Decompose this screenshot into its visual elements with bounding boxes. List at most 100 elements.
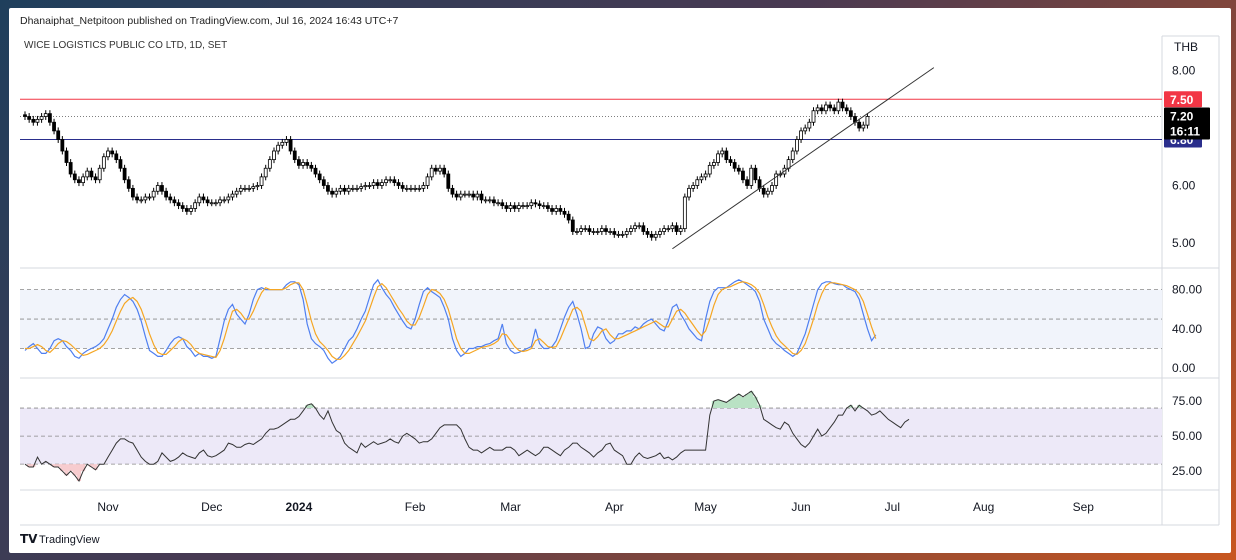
price-tick-label: 6.00: [1172, 179, 1196, 193]
candle-body: [313, 167, 318, 175]
candle-body: [230, 193, 235, 198]
candle-body: [222, 199, 227, 202]
candle-body: [645, 231, 650, 235]
candle-body: [31, 118, 36, 123]
candle-body: [691, 185, 696, 189]
candle-body: [193, 202, 198, 209]
candle-body: [284, 139, 289, 143]
candle-body: [790, 150, 795, 161]
candle-body: [392, 179, 397, 184]
candle-body: [429, 167, 434, 178]
candle-body: [85, 170, 90, 178]
candle-body: [326, 185, 330, 192]
candle-body: [546, 205, 550, 209]
candle-body: [346, 187, 351, 192]
candle-body: [288, 139, 293, 152]
candle-body: [251, 186, 256, 189]
level-badge-label-0: 7.50: [1170, 93, 1194, 107]
candle-body: [703, 173, 708, 178]
candle-body: [728, 159, 733, 163]
candle-body: [732, 162, 737, 169]
candle-body: [350, 187, 355, 190]
candle-body: [562, 210, 567, 215]
x-tick-label: Dec: [201, 500, 222, 514]
candle-body: [68, 162, 73, 175]
candle-body: [110, 150, 115, 155]
rsi-tick-label: 75.00: [1172, 394, 1202, 408]
candle-body: [280, 141, 285, 146]
candle-body: [164, 190, 169, 198]
candle-body: [736, 167, 741, 172]
candle-body: [180, 205, 185, 209]
candle-body: [811, 110, 816, 123]
x-tick-label: Sep: [1073, 500, 1095, 514]
candle-body: [687, 187, 691, 198]
candle-body: [255, 185, 260, 188]
currency-label: THB: [1174, 40, 1198, 54]
x-tick-label: May: [694, 500, 717, 514]
candle-body: [442, 167, 447, 175]
candle-body: [479, 193, 484, 201]
candle-body: [363, 185, 368, 188]
candle-body: [122, 167, 127, 181]
candle-body: [670, 225, 675, 230]
candle-body: [483, 199, 488, 202]
candle-body: [753, 167, 758, 181]
candle-body: [450, 187, 455, 195]
candle-body: [500, 202, 505, 207]
candle-body: [168, 196, 173, 201]
candle-body: [243, 187, 247, 190]
candle-body: [844, 107, 849, 112]
trendline: [672, 67, 935, 250]
candle-body: [35, 118, 40, 123]
candle-body: [541, 205, 546, 208]
candle-body: [213, 202, 218, 205]
price-tick-label: 5.00: [1172, 236, 1196, 250]
candle-body: [72, 173, 77, 181]
candle-body: [160, 185, 164, 192]
candle-body: [865, 116, 870, 126]
candle-body: [699, 176, 704, 181]
candle-body: [106, 150, 110, 158]
candle-body: [276, 144, 281, 152]
candle-body: [143, 196, 148, 201]
candle-body: [674, 225, 679, 232]
candle-body: [508, 205, 513, 209]
candle-body: [126, 179, 131, 189]
x-tick-label: Jul: [885, 500, 900, 514]
candle-body: [840, 101, 845, 109]
candle-body: [396, 182, 401, 186]
candle-body: [454, 193, 459, 198]
candle-body: [64, 150, 69, 163]
chart-card: Dhanaiphat_Netpitoon published on Tradin…: [9, 8, 1231, 553]
candle-body: [114, 153, 119, 161]
candle-body: [745, 179, 749, 186]
candle-body: [292, 150, 297, 161]
candle-body: [612, 231, 617, 235]
candle-body: [633, 225, 637, 230]
candle-body: [819, 107, 824, 112]
candle-body: [60, 139, 65, 152]
x-tick-label: Mar: [500, 500, 521, 514]
last-price-label: 7.20: [1170, 110, 1194, 124]
candle-body: [433, 167, 438, 172]
last-price-badge: [1164, 107, 1210, 140]
candle-body: [301, 162, 305, 166]
candle-body: [421, 185, 426, 189]
stochastic-tick-label: 80.00: [1172, 283, 1202, 297]
candle-body: [151, 190, 156, 198]
candle-body: [97, 167, 102, 181]
published-label: Dhanaiphat_Netpitoon published on Tradin…: [20, 15, 399, 27]
candle-body: [89, 170, 94, 178]
candle-body: [334, 190, 339, 195]
candle-body: [139, 199, 144, 202]
candle-body: [317, 173, 322, 181]
candle-body: [803, 127, 808, 132]
candle-body: [857, 121, 862, 129]
candle-body: [172, 199, 177, 204]
candle-body: [305, 162, 310, 166]
candle-body: [533, 202, 538, 205]
footer-brand: TradingView: [39, 534, 100, 546]
candle-body: [77, 179, 81, 184]
candle-body: [259, 176, 264, 186]
